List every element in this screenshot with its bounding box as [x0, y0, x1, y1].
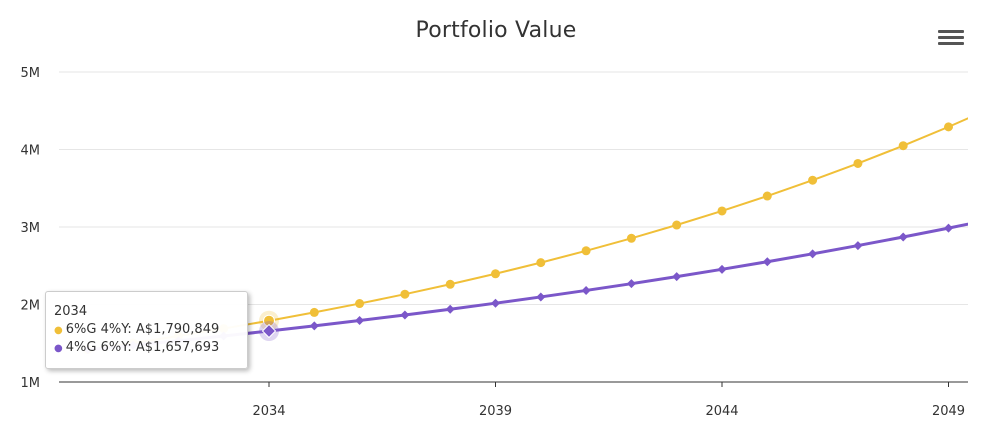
data-point [309, 307, 319, 317]
hover-highlight [259, 310, 279, 342]
data-point [536, 292, 546, 302]
data-point [355, 316, 365, 326]
y-tick-label: 2M [21, 299, 41, 314]
data-point [944, 223, 953, 233]
data-point [581, 246, 591, 256]
y-tick-label: 3M [21, 221, 41, 236]
data-point [808, 175, 818, 185]
tooltip-header: 2034 [54, 304, 88, 319]
chart-title: Portfolio Value [415, 18, 577, 43]
y-tick-label: 1M [21, 376, 41, 391]
data-point [898, 232, 908, 242]
data-point [626, 279, 636, 289]
series-color-dot-icon: ● [54, 325, 63, 336]
data-point [355, 299, 365, 309]
data-point [445, 279, 455, 289]
tooltip-row-label: 4%G 6%Y: A$1,657,693 [65, 340, 220, 355]
x-tick-label: 2039 [479, 404, 512, 419]
data-point [672, 272, 682, 282]
tooltip-row: ● 4%G 6%Y: A$1,657,693 [54, 339, 239, 357]
data-point [762, 191, 772, 201]
data-point [762, 257, 772, 267]
data-point [717, 264, 727, 274]
data-point [491, 298, 500, 308]
y-tick-label: 4M [21, 144, 41, 159]
data-point [853, 158, 863, 168]
hamburger-menu-icon-bar [938, 30, 964, 33]
x-tick-label: 2034 [252, 404, 285, 419]
y-axis-tick-labels: 1M 2M 3M 4M 5M [21, 66, 41, 391]
tooltip-row-label: 6%G 4%Y: A$1,790,849 [65, 322, 220, 337]
data-point [445, 304, 455, 314]
tooltip-row: ● 6%G 4%Y: A$1,790,849 [54, 321, 239, 339]
x-axis-tick-labels: 2034 2039 2044 2049 [252, 382, 965, 419]
hover-point [261, 323, 277, 339]
x-tick-label: 2044 [705, 404, 738, 419]
data-point [400, 289, 410, 299]
chart-menu-button[interactable] [938, 30, 964, 52]
series-color-dot-icon: ● [54, 343, 63, 354]
data-point [309, 321, 319, 331]
data-point [717, 206, 727, 216]
tooltip: 2034 ● 6%G 4%Y: A$1,790,849 ● 4%G 6%Y: A$1… [45, 291, 248, 369]
y-tick-label: 5M [21, 66, 41, 81]
data-point [898, 141, 908, 151]
x-tick-label: 2049 [932, 404, 965, 419]
data-point [626, 233, 636, 243]
data-point [581, 285, 591, 295]
data-point [944, 122, 953, 132]
hamburger-menu-icon-bar [938, 42, 964, 45]
data-point [672, 220, 682, 230]
data-point [491, 269, 500, 279]
data-point [536, 258, 546, 268]
data-point [808, 249, 818, 259]
data-point [853, 241, 863, 251]
hamburger-menu-icon-bar [938, 36, 964, 39]
data-point [400, 310, 410, 320]
